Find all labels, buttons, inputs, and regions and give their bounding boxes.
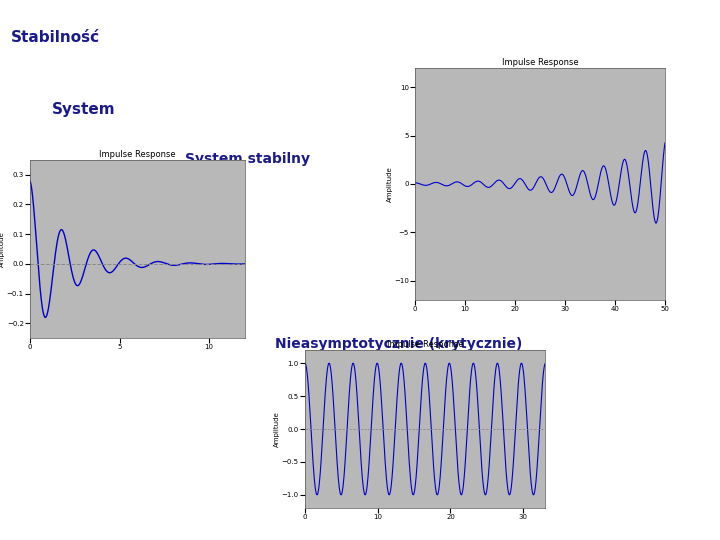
Text: Nieasymptotycznie (krytycznie): Nieasymptotycznie (krytycznie) <box>275 337 523 351</box>
Text: © Kazimierz Duzinkiewicz, dr hab. inż.: © Kazimierz Duzinkiewicz, dr hab. inż. <box>7 524 212 534</box>
Text: Asymptotycznie: Asymptotycznie <box>35 197 159 211</box>
Text: 28: 28 <box>696 524 709 534</box>
Text: System niestabilny: System niestabilny <box>430 87 594 102</box>
Y-axis label: Amplitude: Amplitude <box>274 411 280 447</box>
Title: Impulse Response: Impulse Response <box>99 150 176 159</box>
Y-axis label: Amplitude: Amplitude <box>0 231 5 267</box>
Text: Podstawy automatyki 2015/2016: Podstawy automatyki 2015/2016 <box>7 6 189 16</box>
Title: Impulse Response: Impulse Response <box>502 58 578 67</box>
Text: System stabilny: System stabilny <box>185 152 310 166</box>
Title: Impulse Response: Impulse Response <box>387 340 463 349</box>
Text: Stabilność: Stabilność <box>11 30 100 44</box>
Text: Zera, bieguny, stabilność  I: Zera, bieguny, stabilność I <box>538 5 713 17</box>
Y-axis label: Amplitude: Amplitude <box>387 166 392 202</box>
Text: Katedra Inżynierii Systemów Sterowania: Katedra Inżynierii Systemów Sterowania <box>504 524 708 534</box>
Text: System: System <box>52 102 116 117</box>
